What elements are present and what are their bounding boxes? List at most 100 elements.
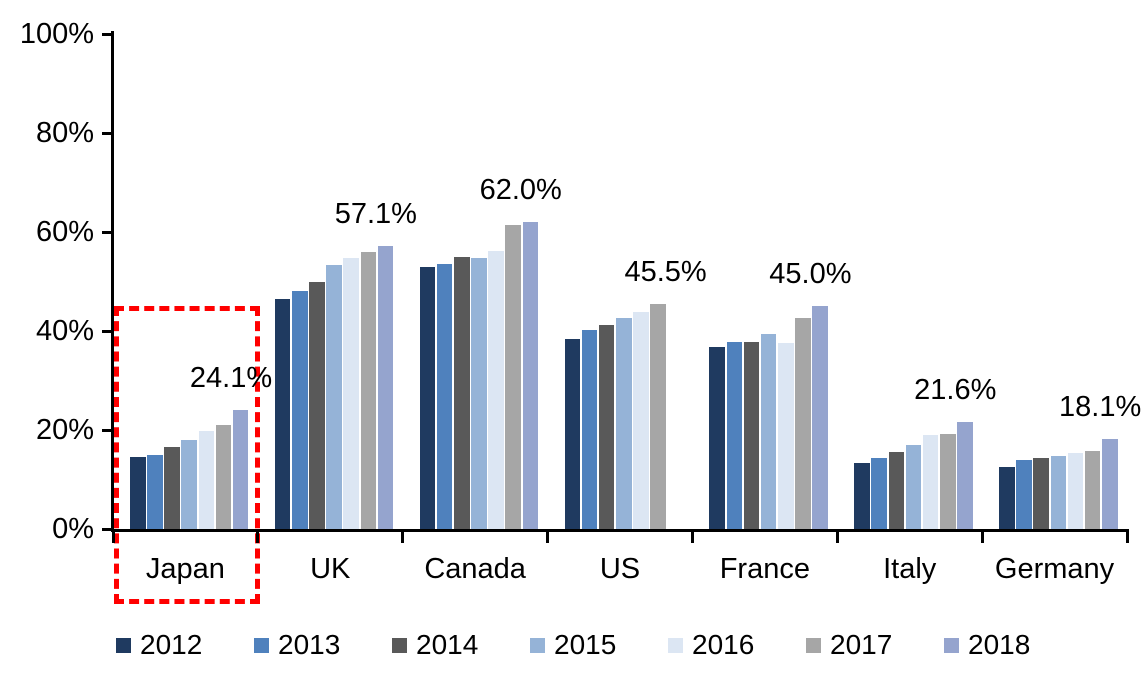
bar-uk-2018 <box>377 246 394 529</box>
bar-japan-2014 <box>164 447 180 529</box>
y-axis-tick-mark <box>102 528 113 531</box>
legend-label-2012: 2012 <box>140 629 203 660</box>
bar-canada-2017 <box>505 224 522 529</box>
y-axis-line <box>111 31 114 532</box>
legend-item-2013: 2013 <box>254 630 340 660</box>
bar-france-2016 <box>778 342 794 529</box>
data-label-canada: 62.0% <box>479 174 562 207</box>
bar-uk-2015 <box>326 264 342 529</box>
legend-swatch-2018 <box>944 637 959 653</box>
bar-canada-2016 <box>488 250 504 529</box>
y-axis-tick-label: 100% <box>19 18 94 50</box>
y-axis-tick-mark <box>102 132 113 135</box>
bar-italy-2014 <box>888 452 905 529</box>
data-label-italy: 21.6% <box>914 374 997 407</box>
bar-canada-2013 <box>436 263 453 529</box>
x-axis-tick-mark <box>401 532 405 543</box>
y-axis-tick-label: 20% <box>35 414 94 446</box>
x-axis-tick-mark <box>256 532 260 543</box>
category-label-france: France <box>719 553 810 585</box>
category-label-canada: Canada <box>424 553 526 585</box>
x-axis-tick-mark <box>980 532 984 543</box>
y-axis-tick-mark <box>102 429 113 432</box>
bar-canada-2015 <box>471 257 487 529</box>
legend-item-2016: 2016 <box>668 630 754 660</box>
bar-france-2018 <box>812 306 828 529</box>
bar-canada-2014 <box>454 256 470 529</box>
x-axis-tick-mark <box>111 532 115 543</box>
bar-italy-2016 <box>922 434 939 529</box>
legend-label-2013: 2013 <box>278 629 341 660</box>
y-axis-tick-mark <box>102 231 113 234</box>
bar-italy-2013 <box>871 458 888 529</box>
legend-swatch-2016 <box>668 637 683 653</box>
legend-swatch-2017 <box>806 637 821 653</box>
bar-france-2013 <box>726 341 743 529</box>
bar-japan-2012 <box>130 457 146 529</box>
bar-germany-2014 <box>1033 458 1050 529</box>
bar-germany-2015 <box>1050 455 1067 529</box>
bar-japan-2013 <box>147 455 163 529</box>
legend-label-2015: 2015 <box>554 629 617 660</box>
bar-canada-2012 <box>419 266 436 529</box>
bar-japan-2016 <box>198 430 215 529</box>
data-label-us: 45.5% <box>624 255 707 288</box>
data-label-japan: 24.1% <box>189 361 273 394</box>
bar-germany-2016 <box>1067 453 1084 529</box>
x-axis-line <box>111 529 1129 532</box>
legend-item-2017: 2017 <box>806 630 892 660</box>
bar-germany-2017 <box>1084 450 1101 529</box>
category-label-japan: Japan <box>145 553 225 585</box>
bar-canada-2018 <box>522 222 539 529</box>
bar-germany-2013 <box>1016 459 1032 529</box>
bar-uk-2013 <box>292 291 308 529</box>
bar-france-2017 <box>795 318 811 529</box>
legend-swatch-2012 <box>116 637 131 653</box>
bar-uk-2016 <box>343 257 360 529</box>
bar-germany-2012 <box>999 467 1015 529</box>
legend-swatch-2015 <box>530 637 545 653</box>
y-axis-tick-mark <box>102 330 113 333</box>
data-label-france: 45.0% <box>769 258 852 291</box>
bar-us-2017 <box>650 303 666 529</box>
x-axis-tick-mark <box>546 532 550 543</box>
category-label-italy: Italy <box>883 553 937 585</box>
bar-us-2015 <box>616 318 632 529</box>
bar-france-2012 <box>709 346 726 529</box>
bar-us-2016 <box>633 311 649 529</box>
data-label-germany: 18.1% <box>1059 391 1142 424</box>
bar-japan-2018 <box>232 409 249 529</box>
data-label-uk: 57.1% <box>334 198 417 231</box>
bar-germany-2018 <box>1102 439 1118 529</box>
legend-label-2018: 2018 <box>968 629 1031 660</box>
y-axis-tick-label: 80% <box>35 117 94 149</box>
legend-label-2017: 2017 <box>830 629 893 660</box>
legend-swatch-2014 <box>392 637 407 653</box>
bar-italy-2017 <box>940 433 956 529</box>
bar-japan-2017 <box>215 425 232 529</box>
bar-japan-2015 <box>181 439 198 529</box>
legend-item-2012: 2012 <box>116 630 202 660</box>
legend-swatch-2013 <box>254 637 269 653</box>
bar-us-2014 <box>598 325 615 529</box>
y-axis-tick-label: 40% <box>35 315 94 347</box>
legend-label-2014: 2014 <box>416 629 479 660</box>
bar-uk-2017 <box>360 252 377 529</box>
japan-highlight-box <box>114 306 260 604</box>
y-axis-tick-label: 0% <box>52 513 94 545</box>
bar-france-2015 <box>760 333 777 529</box>
bar-uk-2012 <box>274 298 291 529</box>
bar-us-2013 <box>581 329 598 529</box>
bar-us-2012 <box>564 339 581 529</box>
category-label-us: US <box>599 553 641 585</box>
bar-france-2014 <box>743 341 760 529</box>
y-axis-tick-label: 60% <box>35 216 94 248</box>
legend-item-2015: 2015 <box>530 630 616 660</box>
legend-label-2016: 2016 <box>692 629 755 660</box>
x-axis-tick-mark <box>690 532 694 543</box>
category-label-uk: UK <box>310 553 351 585</box>
legend-item-2018: 2018 <box>944 630 1030 660</box>
x-axis-tick-mark <box>835 532 839 543</box>
x-axis-tick-mark <box>1125 532 1129 543</box>
